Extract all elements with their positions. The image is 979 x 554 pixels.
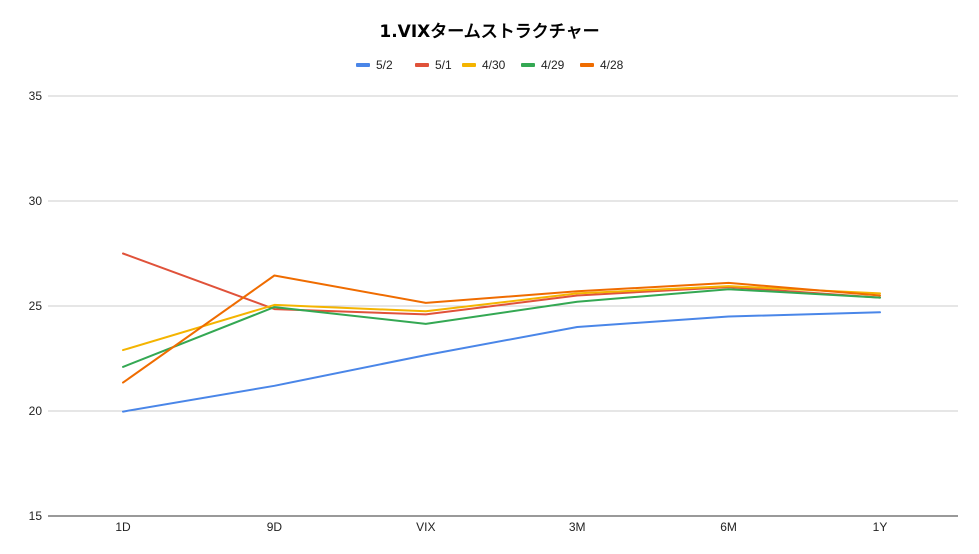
y-tick-label: 20 bbox=[29, 404, 43, 418]
y-tick-label: 25 bbox=[29, 299, 43, 313]
series-line-4-30 bbox=[122, 285, 881, 352]
legend-swatch bbox=[356, 63, 370, 67]
legend-label: 4/29 bbox=[541, 58, 565, 72]
y-tick-label: 35 bbox=[29, 89, 43, 103]
legend-swatch bbox=[580, 63, 594, 67]
x-tick-label: VIX bbox=[416, 520, 435, 534]
series-lines bbox=[122, 252, 881, 413]
series-line-4-28 bbox=[122, 274, 881, 384]
series-line-5-2 bbox=[122, 311, 881, 413]
x-tick-label: 6M bbox=[720, 520, 737, 534]
legend-swatch bbox=[521, 63, 535, 67]
legend-swatch bbox=[462, 63, 476, 67]
y-axis-ticks: 15 20 25 30 35 bbox=[29, 89, 43, 523]
x-tick-label: 9D bbox=[267, 520, 283, 534]
x-tick-label: 1D bbox=[115, 520, 131, 534]
gridlines bbox=[48, 95, 958, 412]
x-tick-label: 3M bbox=[569, 520, 586, 534]
y-tick-label: 15 bbox=[29, 509, 43, 523]
legend-label: 4/28 bbox=[600, 58, 624, 72]
legend: 5/2 5/1 4/30 4/29 4/28 bbox=[356, 58, 624, 72]
legend-label: 4/30 bbox=[482, 58, 506, 72]
legend-label: 5/1 bbox=[435, 58, 452, 72]
chart-title: 1.VIXタームストラクチャー bbox=[379, 22, 599, 42]
legend-label: 5/2 bbox=[376, 58, 393, 72]
series-line-5-1 bbox=[122, 252, 881, 316]
x-axis-ticks: 1D 9D VIX 3M 6M 1Y bbox=[115, 520, 887, 534]
legend-swatch bbox=[415, 63, 429, 67]
y-tick-label: 30 bbox=[29, 194, 43, 208]
x-tick-label: 1Y bbox=[873, 520, 888, 534]
series-line-4-29 bbox=[122, 288, 881, 368]
